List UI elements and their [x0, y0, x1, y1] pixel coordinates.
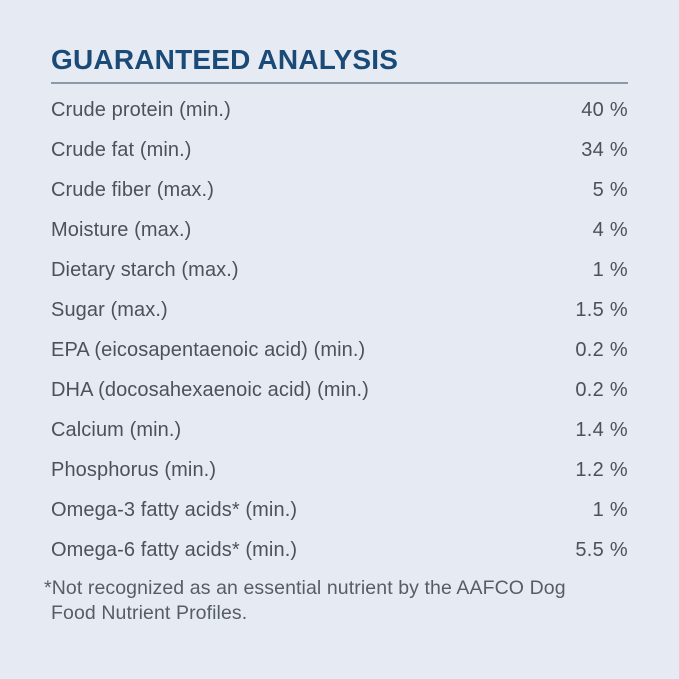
nutrient-label: Crude fiber (max.) [51, 178, 214, 201]
nutrient-label: Calcium (min.) [51, 418, 182, 441]
nutrient-value: 0.2 % [575, 338, 628, 361]
table-row: Omega-6 fatty acids* (min.) 5.5 % [51, 530, 628, 570]
table-row: Omega-3 fatty acids* (min.) 1 % [51, 490, 628, 530]
table-row: EPA (eicosapentaenoic acid) (min.) 0.2 % [51, 330, 628, 370]
nutrient-value: 5 % [592, 178, 628, 201]
footnote-line: *Not recognized as an essential nutrient… [44, 577, 566, 599]
nutrient-value: 1 % [592, 258, 628, 281]
footnote: *Not recognized as an essential nutrient… [44, 576, 628, 626]
table-row: Crude protein (min.) 40 % [51, 90, 628, 130]
nutrient-value: 5.5 % [575, 538, 628, 561]
nutrient-value: 34 % [581, 138, 628, 161]
table-row: Crude fat (min.) 34 % [51, 130, 628, 170]
nutrient-label: DHA (docosahexaenoic acid) (min.) [51, 378, 369, 401]
table-row: Phosphorus (min.) 1.2 % [51, 450, 628, 490]
title-underline [51, 82, 628, 84]
table-row: Crude fiber (max.) 5 % [51, 170, 628, 210]
nutrient-value: 1 % [592, 498, 628, 521]
nutrient-value: 40 % [581, 98, 628, 121]
nutrient-label: Crude fat (min.) [51, 138, 192, 161]
nutrient-value: 1.2 % [575, 458, 628, 481]
nutrient-label: Dietary starch (max.) [51, 258, 239, 281]
footnote-line: Food Nutrient Profiles. [51, 602, 248, 624]
nutrient-label: EPA (eicosapentaenoic acid) (min.) [51, 338, 366, 361]
nutrient-value: 0.2 % [575, 378, 628, 401]
nutrient-value: 1.5 % [575, 298, 628, 321]
analysis-table: Crude protein (min.) 40 % Crude fat (min… [51, 90, 628, 570]
table-row: Dietary starch (max.) 1 % [51, 250, 628, 290]
table-row: Sugar (max.) 1.5 % [51, 290, 628, 330]
guaranteed-analysis-panel: GUARANTEED ANALYSIS Crude protein (min.)… [44, 44, 628, 626]
nutrient-label: Phosphorus (min.) [51, 458, 217, 481]
nutrient-label: Omega-3 fatty acids* (min.) [51, 498, 298, 521]
nutrient-value: 1.4 % [575, 418, 628, 441]
nutrient-value: 4 % [592, 218, 628, 241]
table-row: Moisture (max.) 4 % [51, 210, 628, 250]
table-row: Calcium (min.) 1.4 % [51, 410, 628, 450]
table-row: DHA (docosahexaenoic acid) (min.) 0.2 % [51, 370, 628, 410]
nutrient-label: Omega-6 fatty acids* (min.) [51, 538, 298, 561]
nutrient-label: Crude protein (min.) [51, 98, 231, 121]
analysis-title: GUARANTEED ANALYSIS [51, 44, 399, 75]
nutrient-label: Moisture (max.) [51, 218, 192, 241]
nutrient-label: Sugar (max.) [51, 298, 168, 321]
